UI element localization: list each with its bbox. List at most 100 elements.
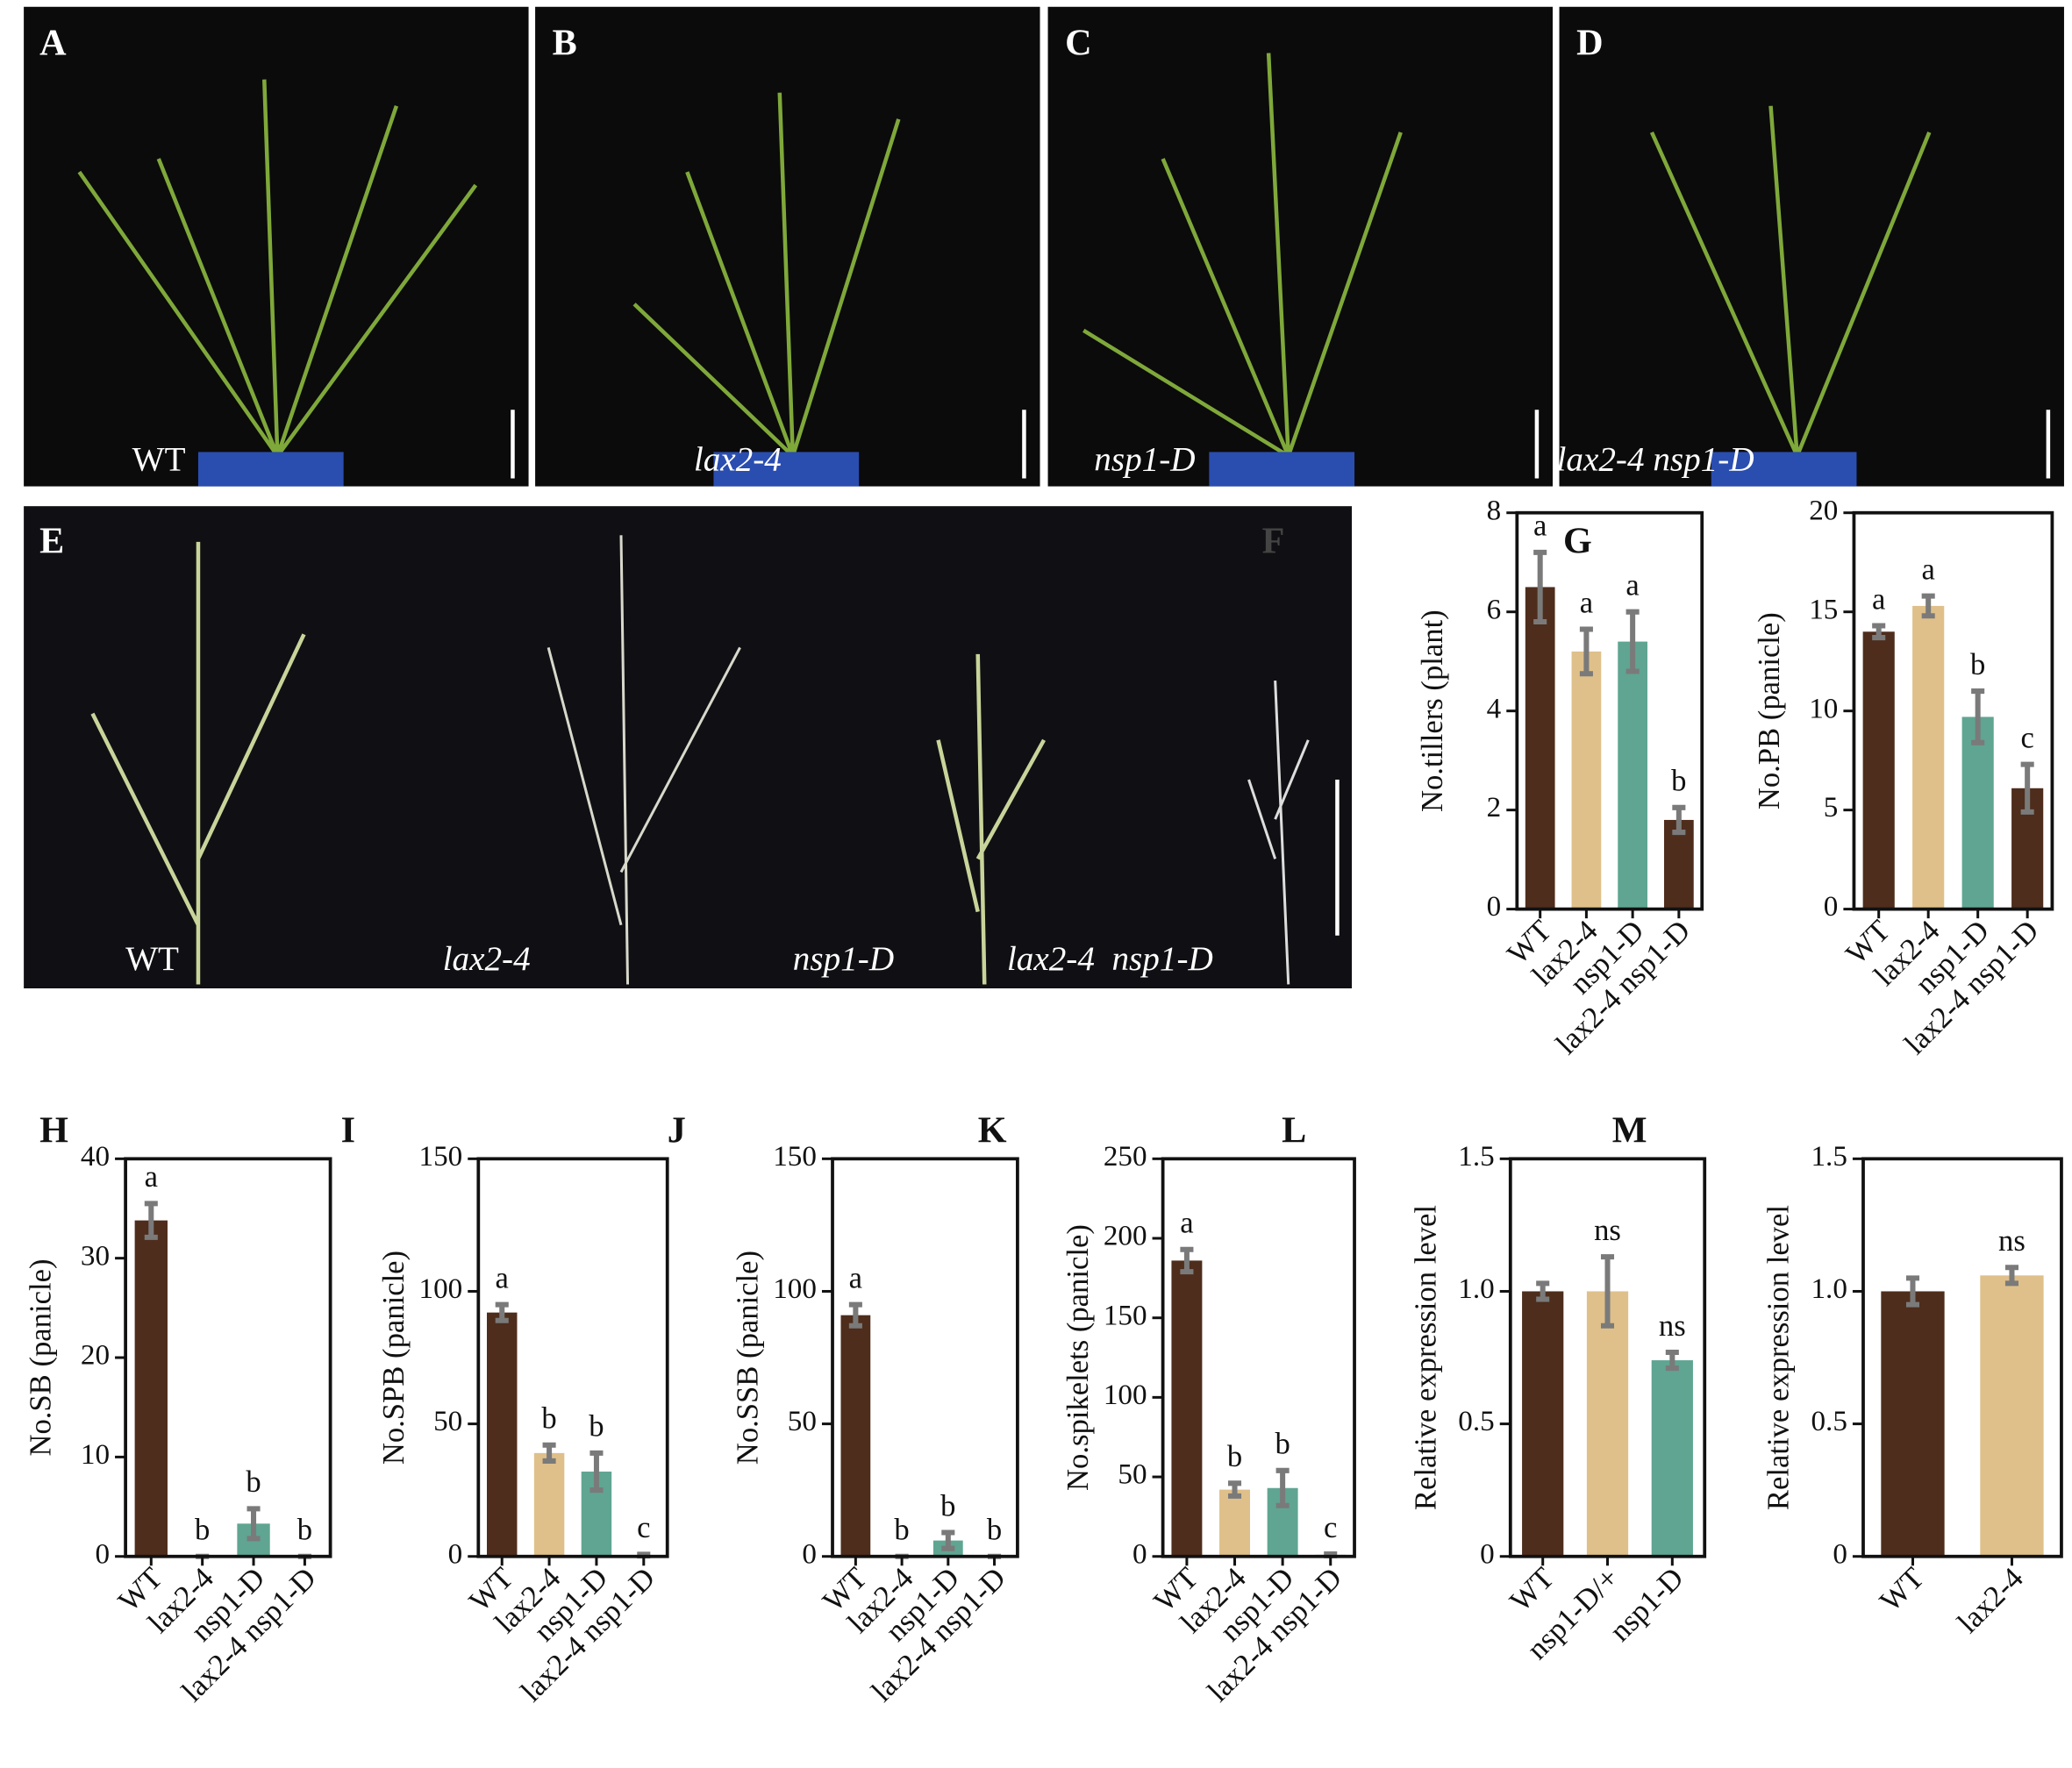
significance-label: a xyxy=(1921,552,1934,586)
bar xyxy=(1862,631,1895,909)
panel-letter: L xyxy=(1282,1109,1306,1151)
plot-frame xyxy=(124,1157,332,1558)
significance-label: a xyxy=(1625,569,1639,602)
bar xyxy=(1912,605,1945,909)
significance-label: c xyxy=(1324,1511,1337,1544)
bar xyxy=(1961,716,1994,909)
error-bar xyxy=(941,1529,955,1551)
significance-label: a xyxy=(849,1261,862,1294)
photo-label: lax2-4 xyxy=(694,440,782,478)
significance-label: b xyxy=(894,1514,909,1547)
error-bar xyxy=(1625,609,1640,674)
significance-label: ns xyxy=(1594,1214,1621,1247)
bar xyxy=(1171,1260,1203,1557)
bar xyxy=(1881,1291,1945,1557)
error-bar xyxy=(589,1450,604,1494)
error-bar xyxy=(1872,623,1886,641)
y-tick-label: 0 xyxy=(95,1537,110,1570)
error-bar xyxy=(1533,549,1547,624)
y-axis-label: No.tillers (plant) xyxy=(1416,610,1449,812)
y-axis-label: No.SB (panicle) xyxy=(25,1259,58,1457)
y-tick-label: 200 xyxy=(1104,1220,1147,1252)
bar xyxy=(533,1452,565,1557)
bar xyxy=(1980,1275,2044,1557)
significance-label: b xyxy=(1970,648,1985,681)
y-tick-label: 40 xyxy=(81,1140,110,1173)
y-axis-label: No.SPB (panicle) xyxy=(377,1251,411,1465)
photo-label: lax2-4 nsp1-D xyxy=(1007,940,1213,978)
y-tick-label: 1.0 xyxy=(1811,1273,1847,1305)
photo xyxy=(1047,6,1553,487)
significance-label: b xyxy=(246,1465,261,1499)
y-axis-label: No.spikelets (panicle) xyxy=(1061,1224,1095,1491)
pot xyxy=(197,452,344,487)
y-tick-label: 1.5 xyxy=(1458,1140,1494,1173)
photo-label: WT xyxy=(132,440,186,478)
y-tick-label: 10 xyxy=(81,1438,110,1471)
significance-label: a xyxy=(496,1261,509,1294)
significance-label: b xyxy=(1227,1440,1242,1473)
bar xyxy=(134,1220,168,1557)
significance-label: a xyxy=(145,1160,158,1194)
panel-letter: A xyxy=(39,23,67,64)
y-tick-label: 0.5 xyxy=(1811,1405,1847,1437)
y-tick-label: 0 xyxy=(802,1537,817,1570)
y-tick-label: 15 xyxy=(1809,593,1838,625)
error-bar xyxy=(1600,1254,1615,1329)
x-tick-label: nsp1-D xyxy=(1604,1561,1690,1648)
significance-label: ns xyxy=(1659,1309,1686,1343)
error-bar xyxy=(246,1506,261,1542)
plot-frame xyxy=(831,1157,1019,1558)
error-bar xyxy=(1579,626,1593,677)
bar xyxy=(1618,641,1648,909)
y-tick-label: 100 xyxy=(419,1273,463,1305)
photo-label: lax2-4 nsp1-D xyxy=(1557,440,1754,478)
plot-frame xyxy=(476,1157,669,1558)
significance-label: b xyxy=(987,1514,1002,1547)
panel-letter: D xyxy=(1576,23,1603,64)
photo-label: WT xyxy=(125,940,179,978)
photo xyxy=(535,6,1040,487)
y-tick-label: 0 xyxy=(1132,1537,1147,1570)
significance-label: a xyxy=(1533,510,1547,543)
plot-frame xyxy=(1852,510,2054,911)
y-axis-label: Relative expression level xyxy=(1409,1205,1442,1510)
chart: WT ns lax2-4 0 0.5 1.0 1.5 Relative expression … xyxy=(1612,1109,2063,1640)
bar xyxy=(1522,1291,1564,1557)
panel-letter: E xyxy=(39,521,64,562)
y-tick-label: 50 xyxy=(433,1405,462,1437)
significance-label: b xyxy=(195,1514,210,1547)
photo xyxy=(1559,6,2064,487)
bar xyxy=(487,1312,518,1557)
panel-letter: C xyxy=(1065,23,1091,64)
photo-label: nsp1-D xyxy=(793,940,894,978)
photo-panels: A B C D WT lax2-4 nsp1-D lax2-4 nsp1-D E… xyxy=(24,6,2064,989)
y-tick-label: 100 xyxy=(1104,1379,1147,1411)
error-bar xyxy=(1971,688,1985,745)
significance-label: c xyxy=(2020,722,2033,755)
error-bar xyxy=(1227,1480,1242,1499)
y-tick-label: 6 xyxy=(1487,593,1502,625)
significance-label: a xyxy=(1580,586,1593,619)
panel-letter: F xyxy=(1262,521,1285,562)
error-bar xyxy=(542,1442,556,1464)
pot xyxy=(1711,452,1857,487)
error-bar xyxy=(495,1301,509,1323)
y-tick-label: 10 xyxy=(1809,692,1838,724)
y-tick-label: 8 xyxy=(1487,494,1502,526)
y-tick-label: 150 xyxy=(1104,1299,1147,1331)
y-tick-label: 50 xyxy=(1118,1458,1147,1491)
plot-frame xyxy=(1515,510,1704,911)
error-bar xyxy=(1275,1467,1290,1508)
bar xyxy=(1586,1291,1629,1557)
significance-label: b xyxy=(940,1489,955,1522)
significance-label: b xyxy=(589,1410,604,1444)
bar xyxy=(1571,651,1602,909)
y-tick-label: 150 xyxy=(773,1140,817,1173)
pot xyxy=(713,452,860,487)
significance-label: a xyxy=(1872,582,1885,616)
scale-bars xyxy=(511,410,2051,936)
